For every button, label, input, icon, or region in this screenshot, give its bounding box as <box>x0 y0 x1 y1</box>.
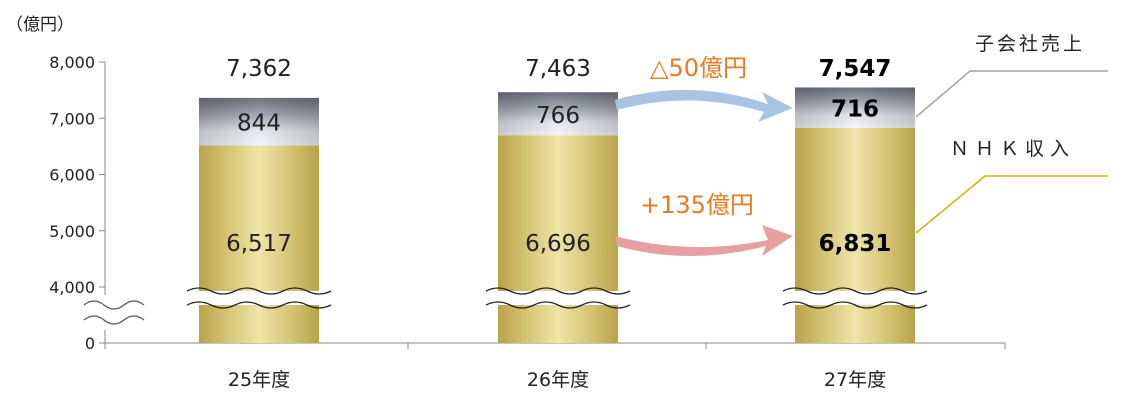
y-tick-label: 0 <box>85 334 95 353</box>
y-axis-break-mark-upper <box>83 300 145 310</box>
bar-break-line-upper <box>485 287 631 295</box>
y-axis-break-mark-lower <box>83 315 145 325</box>
subsidiary-change-annotation: △50億円 <box>650 54 747 82</box>
bar-subsidiary-shade <box>795 87 915 128</box>
bar-break-band <box>486 291 630 305</box>
bar-total-label: 7,362 <box>226 56 292 82</box>
bar-nhk-segment <box>498 135 618 343</box>
legend-nhk-label: ＮＨＫ収入 <box>950 138 1075 160</box>
bar-break-band <box>187 291 331 305</box>
nhk-leader-line <box>915 175 1108 234</box>
bar-break-line-lower <box>485 301 631 309</box>
x-category-label: 26年度 <box>527 369 589 391</box>
y-tick-label: 5,000 <box>49 222 95 241</box>
bar-break-line-lower <box>782 301 928 309</box>
nhk-change-annotation: +135億円 <box>640 191 754 219</box>
bar-subsidiary-value-label: 766 <box>536 103 580 129</box>
bars-layer <box>186 87 928 343</box>
x-category-label: 25年度 <box>228 369 290 391</box>
bar-subsidiary-shade <box>199 97 319 146</box>
y-tick-label: 7,000 <box>49 109 95 128</box>
bar-total-label: 7,463 <box>525 56 591 82</box>
x-category-label: 27年度 <box>824 369 886 391</box>
bar-break-line-upper <box>186 287 332 295</box>
bar-break-line-upper <box>782 287 928 295</box>
y-axis-unit-label: （億円） <box>6 15 74 35</box>
bar-subsidiary-value-label: 716 <box>831 97 879 123</box>
y-tick-label: 6,000 <box>49 166 95 185</box>
bar-nhk-segment <box>199 145 319 343</box>
labels-layer: 25年度 26年度 27年度 6,517 844 7,362 6,696 766 7,463 6,… <box>226 56 891 391</box>
legend-subsidiary-label: 子会社売上 <box>975 33 1085 55</box>
bar-nhk-value-label: 6,831 <box>819 231 892 257</box>
nhk-change-arrow <box>615 225 793 256</box>
subsidiary-leader-line <box>915 70 1108 118</box>
bar-total-label: 7,547 <box>819 56 892 82</box>
y-tick-label: 8,000 <box>49 53 95 72</box>
bar-break-line-lower <box>186 301 332 309</box>
bar-subsidiary-value-label: 844 <box>237 111 281 137</box>
bar-subsidiary-shade <box>498 92 618 136</box>
y-tick-label: 4,000 <box>49 278 95 297</box>
subsidiary-change-arrow <box>615 89 793 122</box>
bar-break-band <box>783 291 927 305</box>
bar-nhk-value-label: 6,517 <box>226 231 292 257</box>
bar-nhk-value-label: 6,696 <box>525 231 591 257</box>
